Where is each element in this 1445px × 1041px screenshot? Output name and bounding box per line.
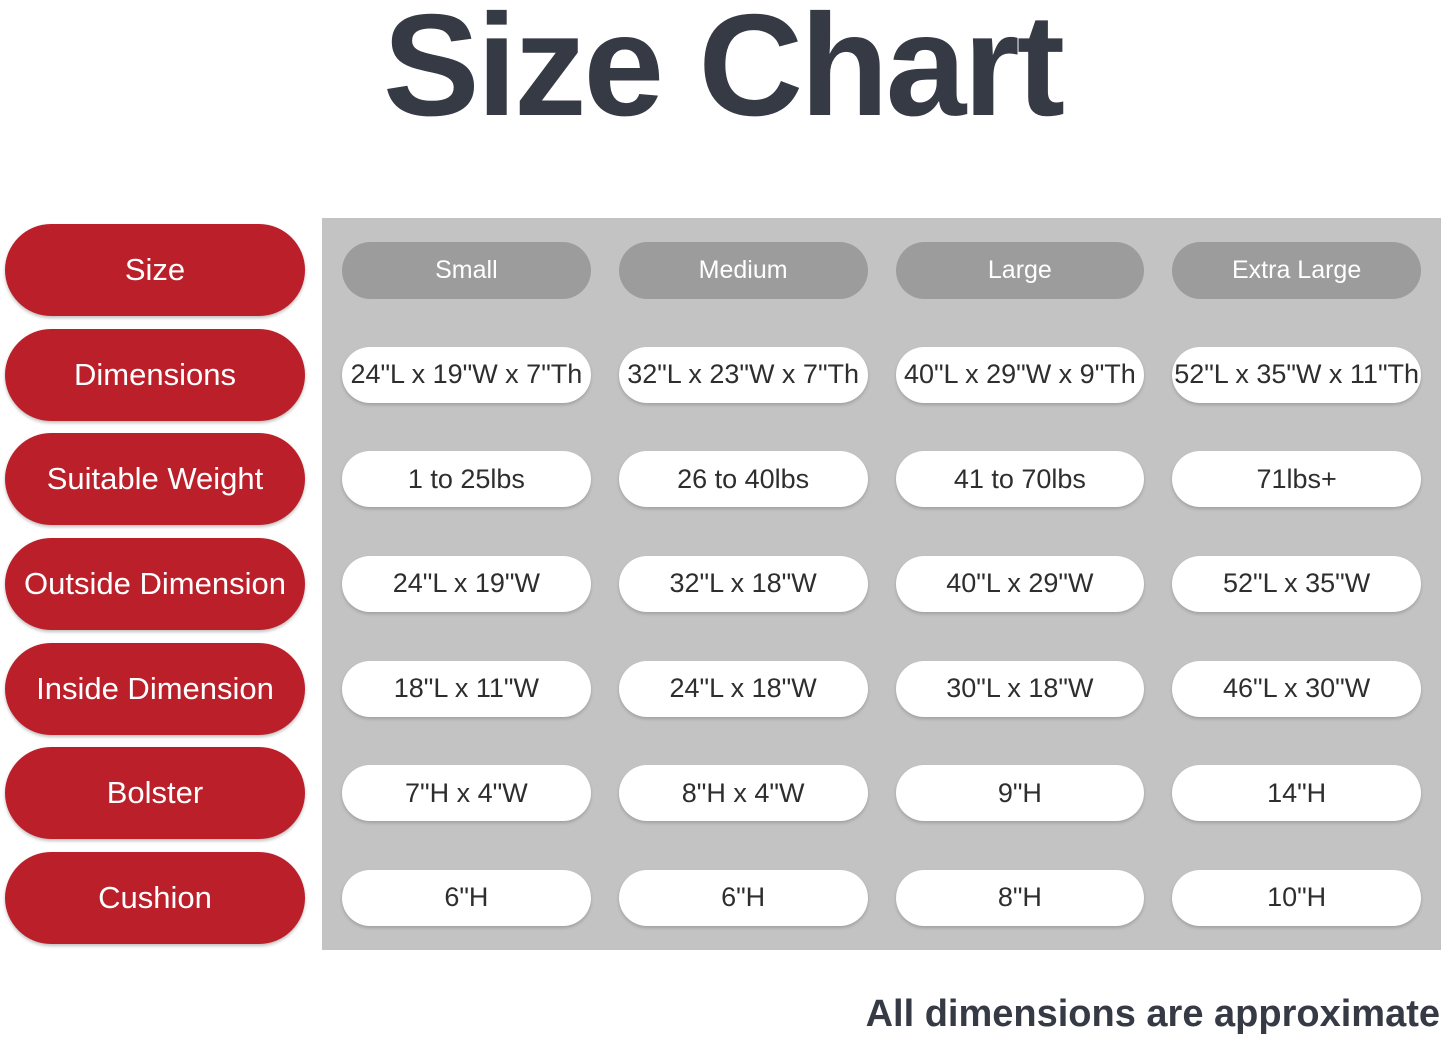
- table-cell-dimensions-medium: 32"L x 23"W x 7"Th: [618, 346, 868, 403]
- table-cell-outside-small: 24"L x 19"W: [342, 555, 591, 612]
- page-title: Size Chart: [382, 0, 1065, 146]
- row-label-dimensions: Dimensions: [5, 328, 305, 421]
- table-cell-weight-small: 1 to 25lbs: [342, 451, 591, 508]
- table-cell-cushion-small: 6"H: [342, 869, 591, 926]
- row-label-wrap: Outside Dimension: [5, 532, 305, 637]
- approximate-dimensions-note: All dimensions are approximate: [865, 993, 1440, 1035]
- table-cell-dimensions-extra-large: 52"L x 35"W x 11"Th: [1172, 346, 1421, 403]
- table-cell-inside-small: 18"L x 11"W: [342, 660, 591, 717]
- table-cell-dimensions-large: 40"L x 29"W x 9"Th: [895, 346, 1145, 403]
- table-cell-inside-extra-large: 46"L x 30"W: [1172, 660, 1421, 717]
- row-label-wrap: Inside Dimension: [5, 636, 305, 741]
- row-label-wrap: Dimensions: [5, 323, 305, 428]
- row-label-wrap: Cushion: [5, 845, 305, 950]
- row-label-wrap: Suitable Weight: [5, 427, 305, 532]
- column-header-medium: Medium: [618, 241, 868, 299]
- table-cell-inside-medium: 24"L x 18"W: [618, 660, 868, 717]
- row-label-bolster: Bolster: [5, 747, 305, 840]
- row-label-outside-dimension: Outside Dimension: [5, 537, 305, 630]
- table-cell-bolster-small: 7"H x 4"W: [342, 765, 591, 822]
- table-cell-weight-medium: 26 to 40lbs: [618, 451, 868, 508]
- row-label-suitable-weight: Suitable Weight: [5, 433, 305, 526]
- table-cell-cushion-extra-large: 10"H: [1172, 869, 1421, 926]
- table-cell-cushion-medium: 6"H: [618, 869, 868, 926]
- table-cell-bolster-large: 9"H: [895, 765, 1145, 822]
- row-label-wrap: Size: [5, 218, 305, 323]
- table-cell-bolster-extra-large: 14"H: [1172, 765, 1421, 822]
- table-cell-weight-extra-large: 71lbs+: [1172, 451, 1421, 508]
- size-table: Small Medium Large Extra Large 24"L x 19…: [322, 218, 1441, 950]
- table-cell-weight-large: 41 to 70lbs: [895, 451, 1145, 508]
- table-cell-outside-extra-large: 52"L x 35"W: [1172, 555, 1421, 612]
- row-label-size: Size: [5, 224, 305, 317]
- row-label-wrap: Bolster: [5, 741, 305, 846]
- table-cell-outside-medium: 32"L x 18"W: [618, 555, 868, 612]
- table-cell-outside-large: 40"L x 29"W: [895, 555, 1145, 612]
- column-header-large: Large: [895, 241, 1145, 299]
- row-label-column: Size Dimensions Suitable Weight Outside …: [5, 218, 305, 950]
- column-header-extra-large: Extra Large: [1172, 241, 1421, 299]
- column-header-small: Small: [342, 241, 591, 299]
- table-cell-dimensions-small: 24"L x 19"W x 7"Th: [342, 346, 591, 403]
- row-label-cushion: Cushion: [5, 851, 305, 944]
- table-cell-inside-large: 30"L x 18"W: [895, 660, 1145, 717]
- table-cell-bolster-medium: 8"H x 4"W: [618, 765, 868, 822]
- table-cell-cushion-large: 8"H: [895, 869, 1145, 926]
- row-label-inside-dimension: Inside Dimension: [5, 642, 305, 735]
